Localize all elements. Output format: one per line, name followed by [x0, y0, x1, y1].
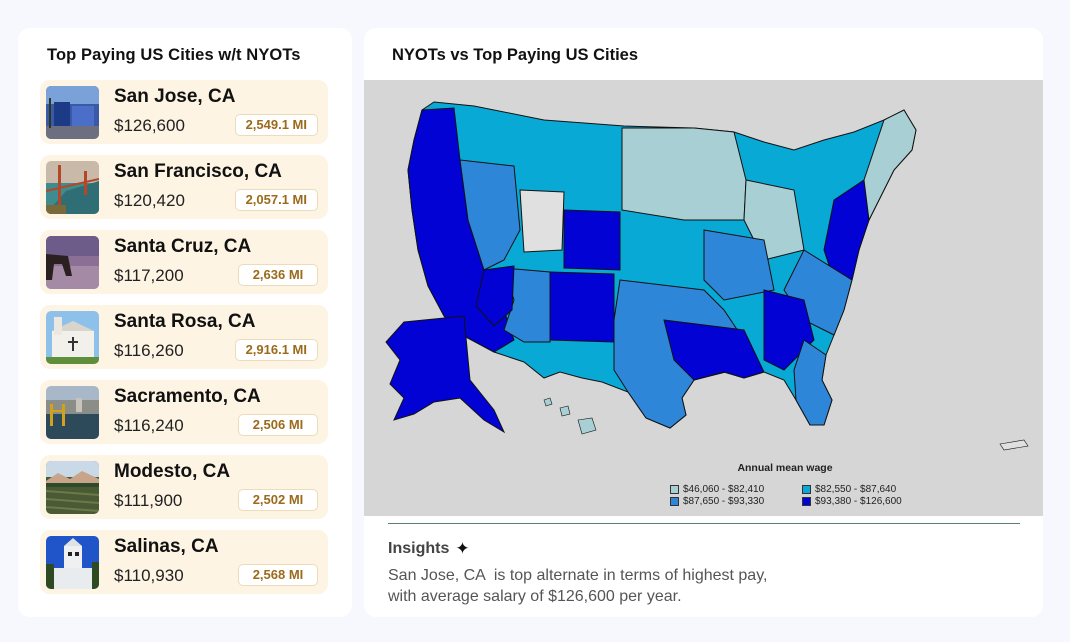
legend-item: $87,650 - $93,330: [670, 496, 802, 507]
insights-line-1: San Jose, CA is top alternate in terms o…: [388, 567, 768, 584]
city-salary: $126,600: [114, 116, 185, 135]
legend-swatch: [802, 497, 811, 506]
city-name: San Jose, CA: [114, 86, 236, 107]
city-list: San Jose, CA $126,600 2,549.1 MI San Fra…: [40, 80, 328, 605]
distance-badge: 2,916.1 MI: [234, 339, 318, 361]
city-thumbnail-salinas: [46, 536, 99, 589]
city-thumbnail-santa-rosa: [46, 311, 99, 364]
map-card-title: NYOTs vs Top Paying US Cities: [392, 46, 639, 64]
city-card-san-jose[interactable]: San Jose, CA $126,600 2,549.1 MI: [40, 80, 328, 144]
city-card-san-francisco[interactable]: San Francisco, CA $120,420 2,057.1 MI: [40, 155, 328, 219]
insights-title: Insights: [388, 540, 450, 557]
city-thumbnail-santa-cruz: [46, 236, 99, 289]
city-card-salinas[interactable]: Salinas, CA $110,930 2,568 MI: [40, 530, 328, 594]
city-thumbnail-sacramento: [46, 386, 99, 439]
city-thumbnail-san-francisco: [46, 161, 99, 214]
legend-label: $46,060 - $82,410: [683, 484, 765, 495]
city-card-sacramento[interactable]: Sacramento, CA $116,240 2,506 MI: [40, 380, 328, 444]
city-thumbnail-modesto: [46, 461, 99, 514]
city-name: Modesto, CA: [114, 461, 231, 482]
city-thumbnail-san-jose: [46, 86, 99, 139]
sparkle-icon: ✦: [455, 539, 470, 558]
city-salary: $120,420: [114, 191, 185, 210]
city-name: Santa Cruz, CA: [114, 236, 252, 257]
legend-item: $46,060 - $82,410: [670, 484, 802, 495]
city-salary: $117,200: [114, 266, 184, 285]
city-card-santa-cruz[interactable]: Santa Cruz, CA $117,200 2,636 MI: [40, 230, 328, 294]
wage-choropleth-map: Annual mean wage $46,060 - $82,410 $82,5…: [364, 80, 1043, 516]
city-name: Santa Rosa, CA: [114, 311, 256, 332]
city-name: Sacramento, CA: [114, 386, 261, 407]
distance-badge: 2,057.1 MI: [234, 189, 318, 211]
insights-divider: [388, 523, 1020, 524]
legend-title: Annual mean wage: [737, 462, 833, 474]
distance-badge: 2,636 MI: [238, 264, 318, 286]
city-name: Salinas, CA: [114, 536, 219, 557]
legend-swatch: [670, 497, 679, 506]
distance-badge: 2,568 MI: [238, 564, 318, 586]
city-card-santa-rosa[interactable]: Santa Rosa, CA $116,260 2,916.1 MI: [40, 305, 328, 369]
legend-label: $82,550 - $87,640: [815, 484, 897, 495]
legend-label: $87,650 - $93,330: [683, 496, 765, 507]
city-salary: $116,240: [114, 416, 184, 435]
city-salary: $116,260: [114, 341, 184, 360]
top-cities-title: Top Paying US Cities w/t NYOTs: [47, 46, 301, 64]
map-legend: Annual mean wage $46,060 - $82,410 $82,5…: [670, 462, 930, 507]
city-card-modesto[interactable]: Modesto, CA $111,900 2,502 MI: [40, 455, 328, 519]
insights-line-2: with average salary of $126,600 per year…: [388, 588, 682, 605]
city-salary: $111,900: [114, 491, 183, 510]
legend-swatch: [670, 485, 679, 494]
legend-label: $93,380 - $126,600: [815, 496, 902, 507]
distance-badge: 2,502 MI: [238, 489, 318, 511]
insights-heading: Insights ✦: [388, 539, 470, 559]
city-salary: $110,930: [114, 566, 184, 585]
city-name: San Francisco, CA: [114, 161, 282, 182]
insights-text: San Jose, CA is top alternate in terms o…: [388, 565, 848, 607]
map-comparison-card: NYOTs vs Top Paying US Cities: [364, 28, 1043, 617]
distance-badge: 2,549.1 MI: [234, 114, 318, 136]
us-map-graphic: [385, 101, 1029, 451]
legend-swatch: [802, 485, 811, 494]
legend-item: $93,380 - $126,600: [802, 496, 932, 507]
top-cities-card: Top Paying US Cities w/t NYOTs San Jose,…: [18, 28, 352, 617]
distance-badge: 2,506 MI: [238, 414, 318, 436]
legend-item: $82,550 - $87,640: [802, 484, 932, 495]
